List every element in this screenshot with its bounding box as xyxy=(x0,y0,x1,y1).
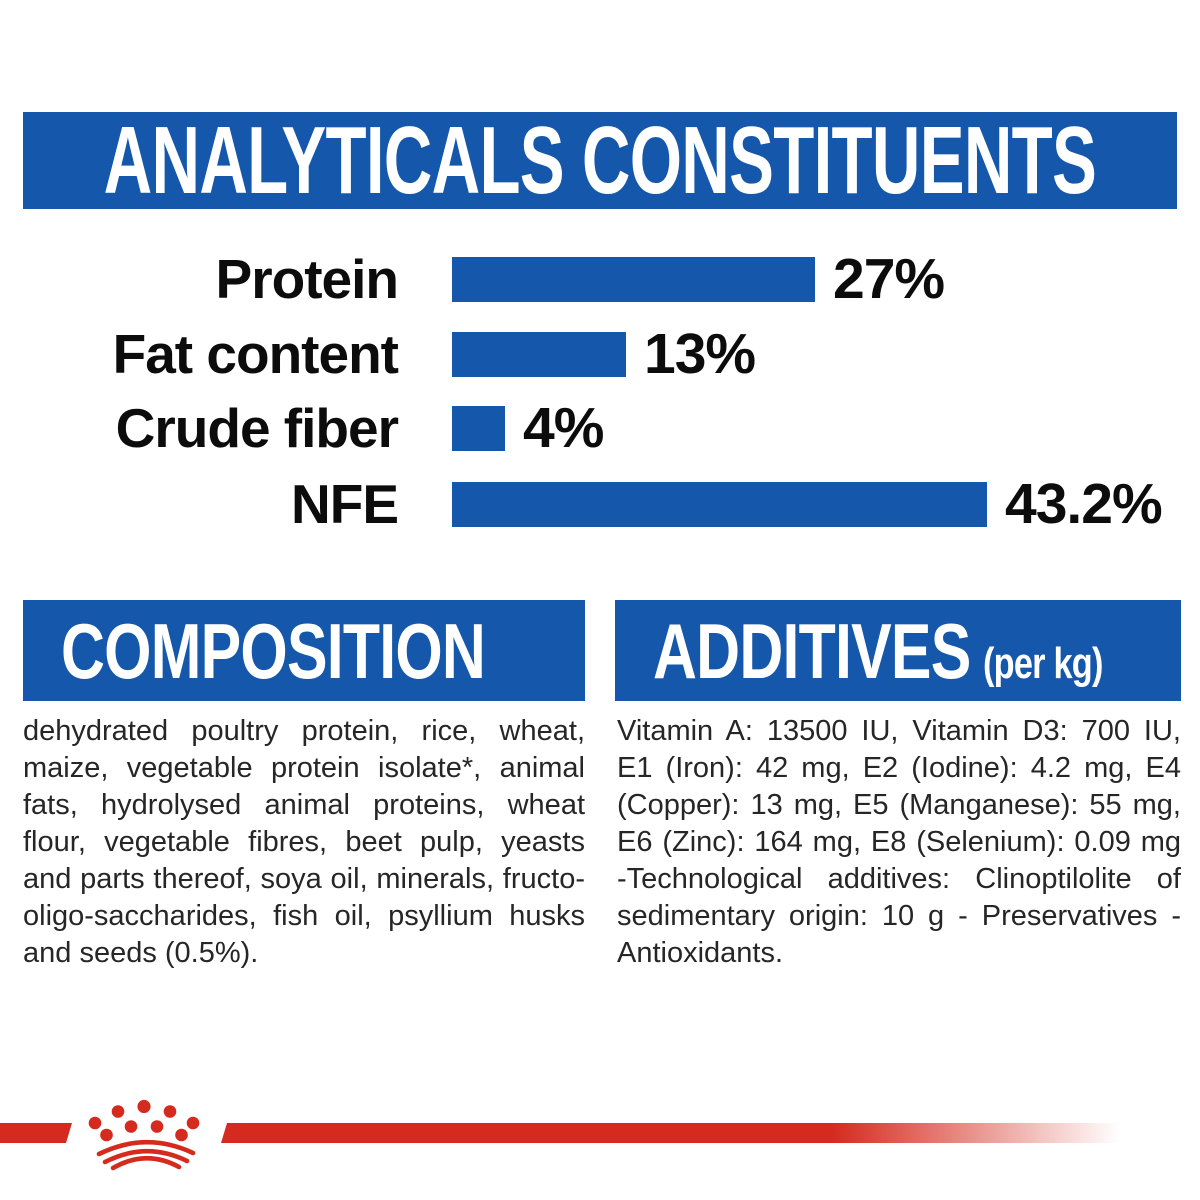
chart-bar xyxy=(452,406,505,451)
chart-bar xyxy=(452,482,987,527)
analyticals-bar-chart: Protein 27% Fat content 13% Crude fiber … xyxy=(0,0,1200,560)
chart-value: 27% xyxy=(833,247,945,311)
additives-unit-note: (per kg) xyxy=(982,638,1103,688)
analyticals-title: ANALYTICALS CONSTITUENTS xyxy=(103,106,1097,214)
brand-stripe-right xyxy=(221,1123,1120,1143)
chart-value: 4% xyxy=(523,396,604,460)
chart-row-nfe: NFE 43.2% xyxy=(23,476,1200,533)
composition-header-banner: COMPOSITION xyxy=(23,600,585,701)
chart-bar xyxy=(452,257,815,302)
chart-bar xyxy=(452,332,626,377)
chart-value: 13% xyxy=(644,322,756,386)
composition-title: COMPOSITION xyxy=(61,606,486,695)
additives-title: ADDITIVES xyxy=(653,606,971,695)
chart-row-fat-content: Fat content 13% xyxy=(23,326,1200,383)
chart-row-crude-fiber: Crude fiber 4% xyxy=(23,400,1200,457)
chart-label: Crude fiber xyxy=(115,397,399,459)
additives-text: Vitamin A: 13500 IU, Vitamin D3: 700 IU,… xyxy=(617,715,1181,969)
analyticals-header-banner: ANALYTICALS CONSTITUENTS xyxy=(23,112,1177,209)
chart-label: Protein xyxy=(215,248,399,310)
brand-stripe-left xyxy=(0,1123,72,1143)
additives-header-banner: ADDITIVES (per kg) xyxy=(615,600,1181,701)
royal-canin-crown-icon xyxy=(88,1099,200,1171)
chart-label: NFE xyxy=(291,473,399,535)
composition-text: dehydrated poultry protein, rice, wheat,… xyxy=(23,715,585,969)
chart-value: 43.2% xyxy=(1005,472,1163,536)
chart-row-protein: Protein 27% xyxy=(23,251,1200,308)
chart-label: Fat content xyxy=(112,323,399,385)
